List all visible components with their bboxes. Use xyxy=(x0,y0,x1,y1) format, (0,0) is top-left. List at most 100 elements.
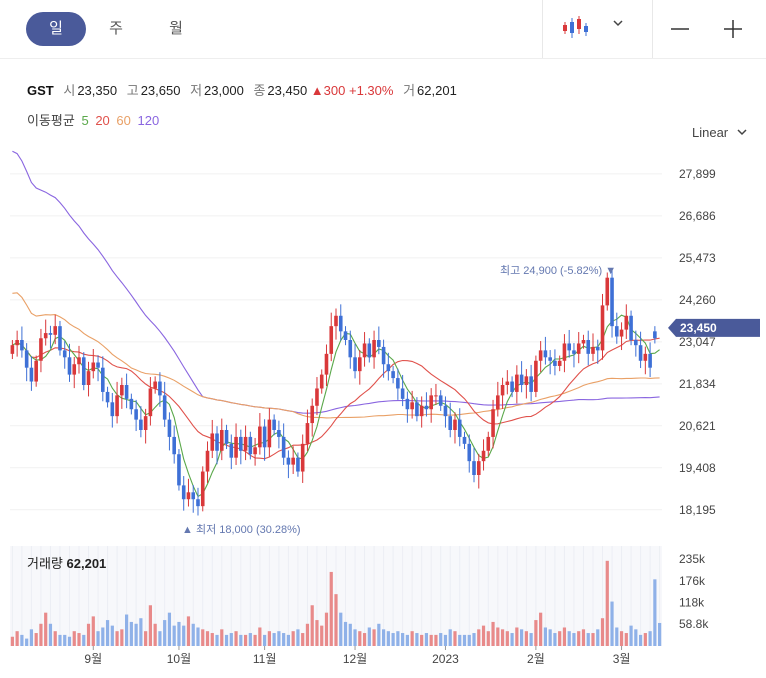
candle-body xyxy=(653,331,657,339)
volume-tick-label: 118k xyxy=(679,595,705,609)
candle-body xyxy=(115,395,119,417)
volume-bar xyxy=(577,631,581,646)
scale-label: Linear xyxy=(692,125,729,140)
scale-dropdown[interactable]: Linear xyxy=(692,125,748,140)
candlestick-icon xyxy=(563,16,588,38)
candle-body xyxy=(177,454,181,486)
candle-body xyxy=(557,360,562,366)
volume-bar xyxy=(29,629,34,646)
volume-bar xyxy=(39,623,43,646)
candle-body xyxy=(372,340,376,358)
candle-body xyxy=(548,357,552,361)
volume-bar xyxy=(91,616,95,646)
volume-bar xyxy=(491,621,495,646)
volume-bar xyxy=(224,634,229,646)
candle-body xyxy=(186,492,191,500)
volume-bar xyxy=(277,631,281,646)
volume-bar xyxy=(67,636,72,646)
candle-body xyxy=(515,374,519,392)
volume-bar xyxy=(272,633,276,646)
candle-body xyxy=(362,343,367,358)
candle-body xyxy=(153,381,157,389)
volume-bar xyxy=(629,625,633,646)
candle-body xyxy=(429,395,433,410)
volume-bar xyxy=(567,631,571,646)
candle-body xyxy=(505,381,510,385)
volume-bar xyxy=(286,634,291,646)
divider xyxy=(0,58,766,59)
volume-bar xyxy=(453,631,457,646)
volume-bar xyxy=(120,629,124,646)
ma-5-line xyxy=(12,314,660,498)
volume-bar xyxy=(386,631,390,646)
close-label: 종 xyxy=(253,83,266,98)
volume-bar xyxy=(429,634,433,646)
zoom-out-button[interactable] xyxy=(663,12,697,46)
chart-type-button[interactable] xyxy=(560,14,640,44)
volume-bar xyxy=(405,634,409,646)
volume-bar xyxy=(210,633,214,646)
x-tick-label: 2023 xyxy=(432,652,459,666)
ma-120-label[interactable]: 120 xyxy=(137,113,160,128)
up-triangle-icon: ▲ xyxy=(310,83,324,98)
candle-body xyxy=(605,277,610,306)
ma-20-label[interactable]: 20 xyxy=(95,113,110,128)
volume-bar xyxy=(377,623,381,646)
volume-bar xyxy=(500,629,505,646)
volume-bar xyxy=(10,636,14,646)
candle-body xyxy=(467,443,472,462)
volume-bar xyxy=(448,629,452,646)
tab-daily[interactable]: 일 xyxy=(26,12,86,46)
volume-bar xyxy=(472,633,476,646)
candle-body xyxy=(15,340,19,346)
tab-weekly[interactable]: 주 xyxy=(109,20,123,37)
price-chart[interactable]: 27,899 26,686 25,473 24,260 23,047 21,834 20,6… xyxy=(0,150,766,678)
volume-bar xyxy=(105,620,110,646)
volume-bar xyxy=(329,571,333,646)
volume-bar xyxy=(524,631,528,646)
candle-body xyxy=(405,398,410,410)
volume-bar xyxy=(86,623,91,646)
volume-bar xyxy=(481,625,486,646)
tab-monthly[interactable]: 월 xyxy=(169,20,183,37)
volume-bar xyxy=(15,631,19,646)
ma-60-label[interactable]: 60 xyxy=(116,113,131,128)
chevron-down-icon[interactable] xyxy=(612,16,624,32)
volume-bar xyxy=(401,633,405,646)
volume-bar xyxy=(201,629,205,646)
ma-5-label[interactable]: 5 xyxy=(81,113,89,128)
candle-body xyxy=(453,419,457,430)
candle-body xyxy=(586,340,591,354)
volume-bar xyxy=(305,623,310,646)
candle-body xyxy=(324,353,329,375)
candle-body xyxy=(610,277,614,327)
high-label: 고 xyxy=(126,83,139,98)
candle-body xyxy=(315,388,319,406)
candle-body xyxy=(529,376,533,392)
candle-body xyxy=(629,315,633,340)
candle-body xyxy=(638,345,643,361)
quote-summary: GST 시 23,350 고 23,650 저 23,000 종 23,450 ▲300… xyxy=(27,80,457,99)
volume-bar xyxy=(539,612,543,646)
candle-body xyxy=(196,499,200,507)
zoom-in-button[interactable] xyxy=(716,12,750,46)
high-value: 23,650 xyxy=(140,83,181,98)
candle-body xyxy=(491,409,495,437)
x-tick-label: 9월 xyxy=(84,652,102,666)
volume-bar xyxy=(163,620,167,646)
volume-bar xyxy=(239,634,243,646)
volume-label: 거 xyxy=(403,83,416,98)
volume-bar xyxy=(558,631,562,646)
volume-bar xyxy=(20,634,24,646)
volume-bar xyxy=(648,631,652,646)
candle-body xyxy=(396,378,400,389)
volume-bar xyxy=(186,616,191,646)
volume-bar xyxy=(34,633,38,646)
candle-body xyxy=(258,426,262,448)
candle-body xyxy=(34,360,38,382)
volume-bar xyxy=(191,623,195,646)
volume-bar xyxy=(358,631,362,646)
volume-bar xyxy=(334,594,338,646)
volume-bar xyxy=(634,629,638,646)
candle-body xyxy=(267,419,272,448)
